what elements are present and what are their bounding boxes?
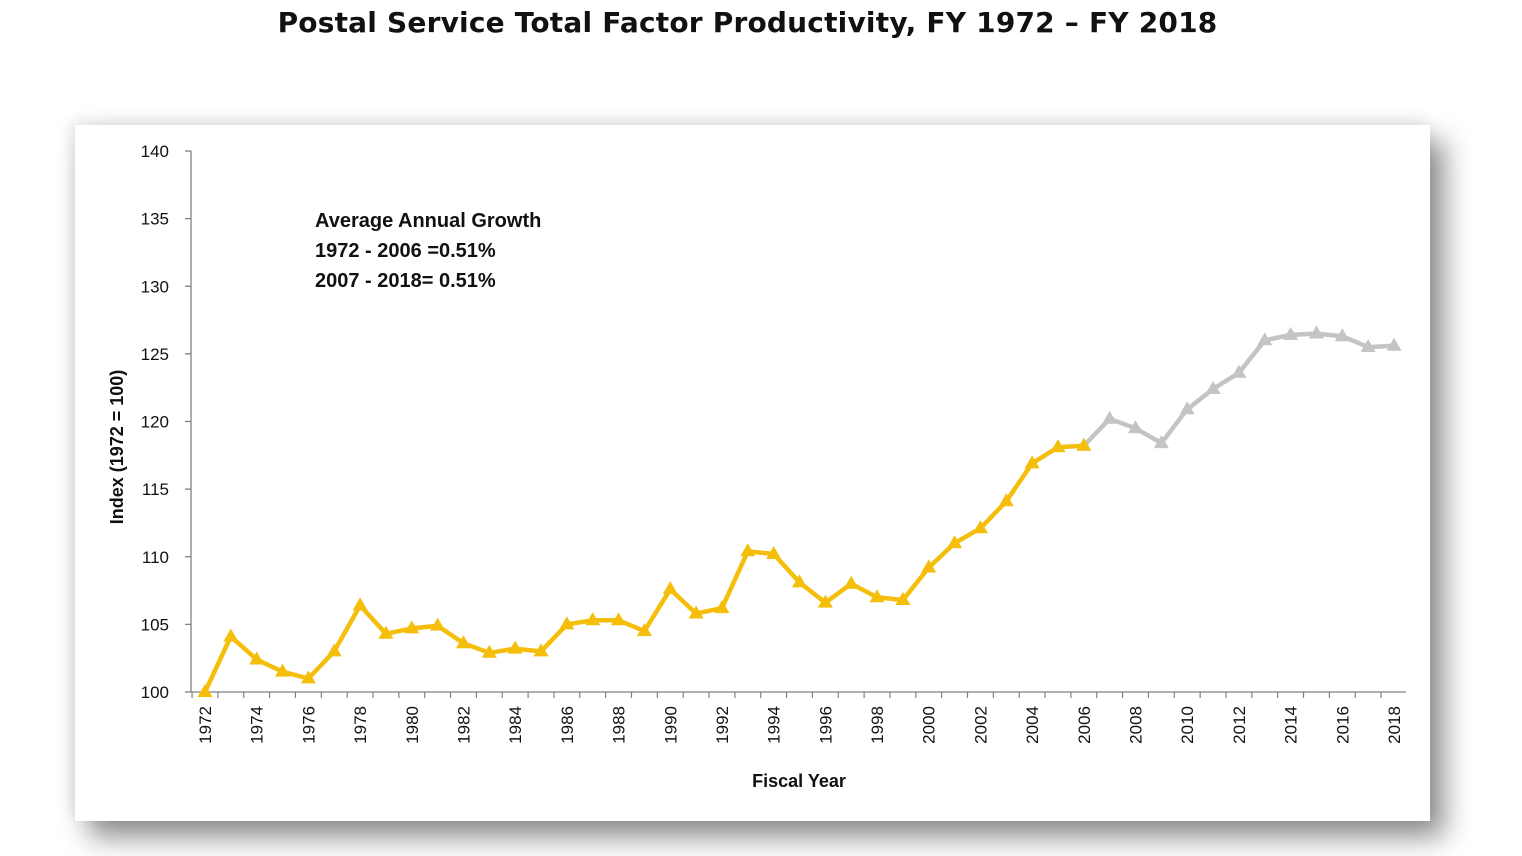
data-point-marker [662,581,678,595]
data-point-marker [326,643,342,657]
data-point-marker [249,651,265,665]
x-tick-label: 1978 [351,706,370,744]
y-tick-label: 120 [141,413,169,432]
x-tick-label: 1994 [765,706,784,744]
data-point-marker [1257,332,1273,346]
x-tick-label: 1982 [454,706,473,744]
y-tick-label: 130 [141,277,169,296]
data-point-marker [921,559,937,573]
data-point-marker [481,644,497,658]
data-point-marker [1205,380,1221,394]
chart-card: 100 105 110 115 120 125 130 135 140 1972 1974 1976… [75,125,1430,821]
annotation: Average Annual Growth 1972 - 2006 =0.51%… [315,210,541,292]
data-point-marker [1360,339,1376,353]
x-tick-label: 2006 [1075,706,1094,744]
data-point-marker [507,640,523,654]
y-tick-label: 135 [141,210,169,229]
x-tick-label: 1998 [868,706,887,744]
data-point-marker [559,616,575,630]
productivity-line-chart: 100 105 110 115 120 125 130 135 140 1972 1974 1976… [107,142,1406,791]
data-point-marker [895,591,911,605]
data-point-marker [275,663,291,677]
data-point-marker [1050,439,1066,453]
x-tick-labels: 1972 1974 1976 1978 1980 1982 1984 1986 1988 1990… [196,706,1404,744]
x-tick-label: 1972 [196,706,215,744]
data-point-marker [714,600,730,614]
data-point-marker [533,643,549,657]
data-point-marker [972,520,988,534]
series-line [1081,331,1397,449]
x-tick-label: 1986 [558,706,577,744]
data-point-marker [1386,337,1402,351]
data-point-marker [947,535,963,549]
annotation-line-1972-2006: 1972 - 2006 =0.51% [315,240,496,262]
data-point-marker [611,612,627,626]
data-point-marker [998,493,1014,507]
data-point-marker [223,628,239,642]
y-tick-label: 115 [142,480,169,499]
annotation-heading: Average Annual Growth [315,210,541,232]
x-tick-label: 1976 [299,706,318,744]
data-point-marker [1231,364,1247,378]
y-tick-label: 105 [141,615,169,634]
data-point-marker [1308,325,1324,339]
data-point-marker [869,589,885,603]
data-point-marker [817,594,833,608]
axes [185,150,1406,698]
x-tick-label: 2018 [1385,706,1404,744]
data-point-marker [378,625,394,639]
y-tick-label: 110 [142,548,169,567]
data-point-marker [404,620,420,634]
data-point-marker [1153,435,1169,449]
annotation-line-2007-2018: 2007 - 2018= 0.51% [315,270,496,292]
data-point-marker [1128,420,1144,434]
x-tick-label: 2010 [1178,706,1197,744]
data-point-marker [766,545,782,559]
y-tick-label: 100 [141,683,169,702]
data-point-marker [1334,328,1350,342]
x-tick-label: 1992 [713,706,732,744]
y-axis-title: Index (1972 = 100) [107,370,127,525]
data-point-marker [455,635,471,649]
x-tick-label: 1988 [610,706,629,744]
data-point-marker [197,683,213,697]
data-point-marker [792,574,807,588]
x-tick-label: 2012 [1230,706,1249,744]
series-group [197,325,1402,697]
data-point-marker [1102,410,1118,424]
x-tick-label: 1990 [661,706,680,744]
data-point-marker [1076,437,1092,451]
y-tick-labels: 100 105 110 115 120 125 130 135 140 [141,142,169,702]
data-point-marker [352,597,368,611]
x-tick-label: 2004 [1023,706,1042,744]
data-point-marker [843,575,859,589]
data-point-marker [585,612,601,626]
x-tick-label: 2016 [1333,706,1352,744]
x-axis-title: Fiscal Year [752,771,846,791]
data-point-marker [636,623,652,637]
y-tick-label: 125 [141,345,169,364]
x-tick-label: 2014 [1282,706,1301,744]
data-point-marker [1283,326,1299,340]
data-point-marker [688,605,704,619]
data-point-marker [1179,401,1195,415]
x-tick-label: 2000 [920,706,939,744]
x-tick-label: 1996 [816,706,835,744]
x-tick-label: 2002 [971,706,990,744]
data-point-marker [300,670,316,684]
data-point-marker [740,543,756,557]
x-tick-label: 1984 [506,706,525,744]
data-point-marker [430,617,446,631]
x-tick-label: 2008 [1127,706,1146,744]
page-title: Postal Service Total Factor Productivity… [277,6,1218,39]
y-tick-label: 140 [141,142,169,161]
data-point-marker [1024,455,1040,469]
x-tick-label: 1980 [403,706,422,744]
x-tick-label: 1974 [248,706,267,744]
